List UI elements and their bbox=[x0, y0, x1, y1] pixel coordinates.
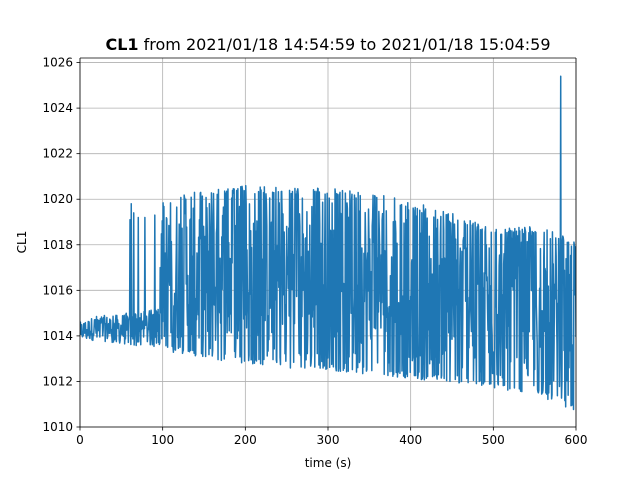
y-axis-label: CL1 bbox=[15, 231, 29, 254]
x-axis-label: time (s) bbox=[305, 456, 352, 470]
ticks: 0 100 200 300 400 500 600 1010 1012 1014 1016 1018 1… bbox=[42, 56, 587, 447]
x-tick-label: 400 bbox=[399, 433, 422, 447]
y-tick-label: 1020 bbox=[42, 192, 73, 206]
x-tick-label: 600 bbox=[565, 433, 588, 447]
series-line bbox=[80, 75, 576, 411]
y-tick-label: 1024 bbox=[42, 101, 73, 115]
x-tick-label: 0 bbox=[76, 433, 84, 447]
x-tick-label: 300 bbox=[317, 433, 340, 447]
y-tick-label: 1018 bbox=[42, 238, 73, 252]
y-tick-label: 1010 bbox=[42, 420, 73, 434]
chart-title-rest: from 2021/01/18 14:54:59 to 2021/01/18 1… bbox=[139, 35, 551, 54]
y-tick-label: 1012 bbox=[42, 374, 73, 388]
y-tick-label: 1026 bbox=[42, 56, 73, 70]
plot-area bbox=[80, 75, 576, 411]
x-tick-label: 100 bbox=[151, 433, 174, 447]
chart-title-bold: CL1 bbox=[105, 35, 138, 54]
y-tick-label: 1016 bbox=[42, 283, 73, 297]
x-tick-label: 500 bbox=[482, 433, 505, 447]
y-tick-label: 1022 bbox=[42, 147, 73, 161]
chart-title: CL1 from 2021/01/18 14:54:59 to 2021/01/… bbox=[105, 35, 550, 54]
x-tick-label: 200 bbox=[234, 433, 257, 447]
y-tick-label: 1014 bbox=[42, 329, 73, 343]
